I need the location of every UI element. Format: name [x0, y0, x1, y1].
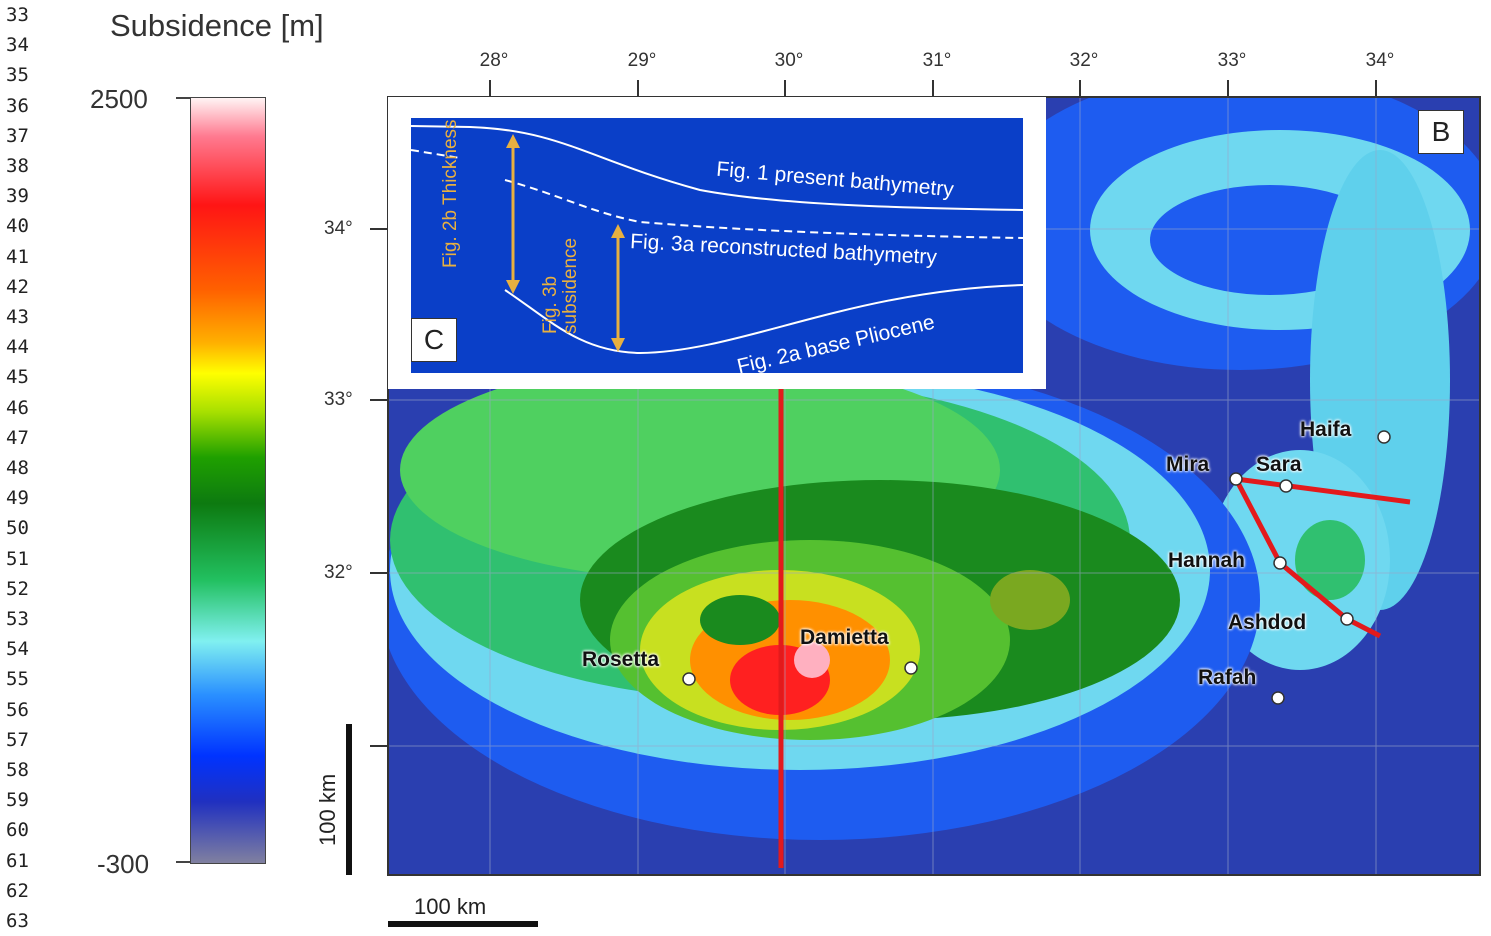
- graticule: [388, 97, 1480, 875]
- place-label: Ashdod: [1228, 611, 1307, 634]
- line-number: 55: [6, 668, 29, 691]
- line-number: 50: [6, 517, 29, 540]
- profile-line-mira-ashdod: [1233, 477, 1382, 639]
- colorbar-min-label: -300: [97, 849, 150, 879]
- colorbar-max-label: 2500: [90, 84, 148, 114]
- line-number: 34: [6, 34, 29, 57]
- colorbar-gradient: [190, 97, 266, 864]
- line-number: 47: [6, 426, 29, 449]
- line-number: 60: [6, 819, 29, 842]
- line-number: 45: [6, 366, 29, 389]
- place-label: Sara: [1256, 453, 1302, 476]
- hannah-marker: [1273, 556, 1287, 570]
- lon-tick-30: 30°: [774, 50, 804, 71]
- place-label: Haifa: [1300, 418, 1352, 441]
- line-number: 44: [6, 336, 29, 359]
- line-number: 48: [6, 457, 29, 479]
- line-number: 46: [6, 396, 29, 419]
- curve-reconstructed: [410, 149, 1024, 239]
- line-number: 42: [6, 275, 29, 298]
- line-number: 35: [6, 64, 29, 87]
- panel-label-b: B: [1418, 110, 1464, 154]
- line-number: 49: [6, 487, 29, 510]
- site-markers: [682, 430, 1391, 705]
- line-number: 63: [6, 910, 29, 932]
- inset-label-thickness: Fig. 2b Thickness: [440, 119, 461, 268]
- line-number: 56: [6, 698, 29, 721]
- lat-tick-32: 32°: [324, 562, 353, 583]
- place-label: Hannah: [1168, 549, 1246, 572]
- lon-tick-33: 33°: [1217, 50, 1247, 71]
- axis-ticks: [370, 80, 1377, 747]
- curve-base-pliocene: [504, 284, 1024, 355]
- lon-tick-29: 29°: [627, 50, 657, 71]
- damietta-marker: [904, 661, 918, 675]
- lon-tick-34: 34°: [1365, 50, 1395, 71]
- scale-bar-vertical-label: 100 km: [315, 773, 340, 846]
- scale-bar-horizontal-label: 100 km: [414, 894, 487, 919]
- inset-arrows: [506, 134, 625, 352]
- line-number: 54: [6, 638, 29, 661]
- line-number: 62: [6, 879, 29, 902]
- lon-tick-31: 31°: [922, 50, 952, 71]
- line-number: 37: [6, 124, 29, 147]
- line-number: 43: [6, 306, 29, 328]
- rafah-marker: [1271, 691, 1285, 705]
- line-number: 59: [6, 789, 29, 812]
- line-number: 36: [6, 94, 29, 117]
- colorbar-max-tick: [176, 97, 190, 99]
- place-label: Rosetta: [582, 648, 660, 671]
- haifa-marker: [1377, 430, 1391, 444]
- profile-lines: [778, 388, 1411, 868]
- line-number: 52: [6, 577, 29, 600]
- place-label: Rafah: [1198, 666, 1257, 689]
- lat-tick-34: 34°: [324, 218, 353, 239]
- place-label: Damietta: [800, 626, 889, 649]
- sara-marker: [1279, 479, 1293, 493]
- place-label: Mira: [1166, 453, 1210, 476]
- line-number: 57: [6, 728, 29, 751]
- line-number: 58: [6, 759, 29, 781]
- line-number: 53: [6, 608, 29, 630]
- line-number: 40: [6, 215, 29, 238]
- lon-tick-28: 28°: [479, 50, 509, 71]
- profile-line-mira-sara: [1235, 476, 1411, 505]
- ashdod-marker: [1340, 612, 1354, 626]
- lon-tick-32: 32°: [1069, 50, 1099, 71]
- panel-label-c: C: [411, 318, 457, 362]
- line-number: 61: [6, 849, 29, 872]
- inset-curves: [410, 125, 1024, 355]
- colorbar-title: Subsidence [m]: [110, 8, 324, 43]
- colorbar-min-tick: [176, 861, 190, 863]
- curve-present: [410, 125, 1024, 211]
- inset-label-subsidence: Fig. 3b subsidence: [540, 237, 581, 334]
- line-number: 41: [6, 245, 29, 268]
- mira-marker: [1229, 472, 1243, 486]
- line-number: 51: [6, 547, 29, 570]
- rosetta-marker: [682, 672, 696, 686]
- line-number: 33: [6, 4, 29, 26]
- line-number: 39: [6, 185, 29, 208]
- lat-tick-33: 33°: [324, 389, 353, 410]
- line-number: 38: [6, 155, 29, 177]
